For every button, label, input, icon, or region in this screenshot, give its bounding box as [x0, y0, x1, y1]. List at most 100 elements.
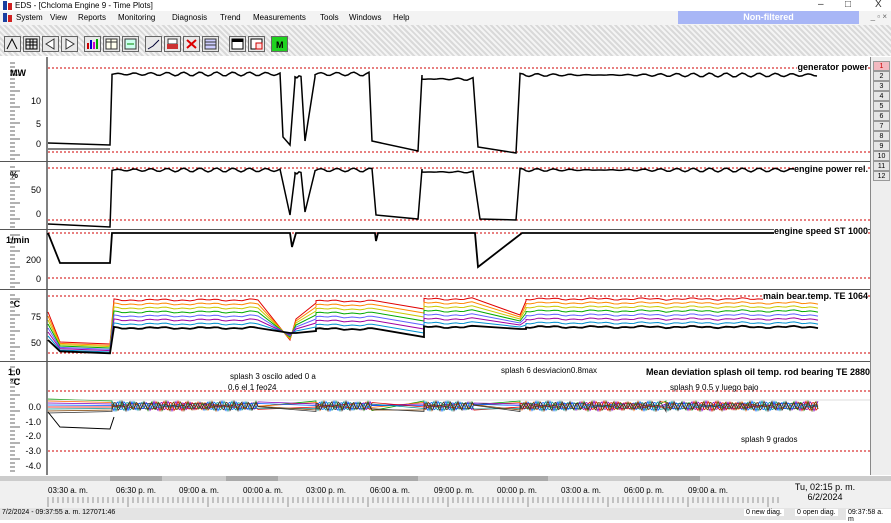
current-date: 6/2/2024 — [807, 492, 843, 502]
grid-tool-button[interactable] — [23, 36, 40, 52]
current-datetime: Tu, 02:15 p. m. 6/2/2024 — [790, 482, 860, 502]
tick-label: 5 — [35, 119, 41, 129]
trace-splash-low — [47, 411, 115, 430]
tick-label: 10 — [30, 96, 41, 106]
time-label: 06:00 p. m. — [624, 486, 665, 495]
channel-index-7[interactable]: 7 — [873, 121, 890, 131]
tick-label: -4.0 — [25, 461, 41, 471]
tick-label: -2.0 — [25, 431, 41, 441]
status-timestamp: 7/2/2024 - 09:37:55 a. m. 127071:46 — [2, 509, 116, 516]
time-label: 00:00 p. m. — [497, 486, 538, 495]
current-time: Tu, 02:15 p. m. — [794, 482, 856, 492]
unit-generator-power: MW — [10, 68, 26, 78]
tick-label: 0.0 — [28, 402, 41, 412]
unit-engine-power: % — [10, 170, 19, 180]
table-tool-button[interactable] — [103, 36, 120, 52]
trend-tool-button[interactable] — [145, 36, 162, 52]
channel-index-5[interactable]: 5 — [873, 101, 890, 111]
delete-tool-button[interactable] — [183, 36, 200, 52]
menu-view[interactable]: View — [50, 13, 68, 22]
tick-label: -3.0 — [25, 446, 41, 456]
trace-engine-speed — [47, 232, 818, 269]
trace-bearing-temp — [47, 297, 819, 345]
tick-label: 50 — [30, 185, 41, 195]
menu-bar: System View Reports Monitoring Diagnosis… — [0, 11, 891, 25]
menu-trend[interactable]: Trend — [220, 13, 241, 22]
trace-splash-deviation — [47, 399, 819, 414]
trace-bearing-temp — [47, 309, 819, 349]
view-tool-button[interactable] — [122, 36, 139, 52]
annotation-splash3: splash 3 oscilo aded 0 a — [230, 372, 316, 381]
split-window-button[interactable] — [248, 36, 265, 52]
channel-index-11[interactable]: 11 — [873, 161, 890, 171]
unit-bearing-temp: °C — [10, 299, 21, 309]
waveform-tool-button[interactable] — [4, 36, 21, 52]
tick-label: 75 — [30, 312, 41, 322]
channel-index-10[interactable]: 10 — [873, 151, 890, 161]
panel-title-engine-speed: engine speed ST 1000 — [773, 226, 868, 236]
channel-index-3[interactable]: 3 — [873, 81, 890, 91]
panel-separator — [0, 361, 870, 362]
trace-engine-power — [47, 167, 818, 228]
trace-bearing-temp — [47, 321, 819, 353]
panel-title-generator-power: generator power — [797, 62, 868, 72]
close-button[interactable]: X — [875, 0, 882, 10]
list-tool-button[interactable] — [202, 36, 219, 52]
channel-index-8[interactable]: 8 — [873, 131, 890, 141]
annotation-splash6: splash 6 desviacion0.8max — [501, 366, 598, 375]
channel-index-4[interactable]: 4 — [873, 91, 890, 101]
tick-label: 0 — [35, 274, 41, 284]
trend-lines — [10, 57, 870, 475]
status-new-diag[interactable]: 0 new diag. — [744, 509, 784, 516]
unit-splash-deviation: °C — [10, 377, 21, 387]
title-bar: EDS - [Chcloma Engine 9 - Time Plots] – … — [0, 0, 891, 11]
channel-index-2[interactable]: 2 — [873, 71, 890, 81]
annotation-splash3-detail: 0.6 el 1 feo24 — [228, 383, 277, 392]
time-label: 03:00 p. m. — [306, 486, 347, 495]
measurement-tool-button[interactable]: M — [271, 36, 288, 52]
play-left-button[interactable] — [42, 36, 59, 52]
panel-separator — [0, 161, 870, 162]
time-label: 09:00 a. m. — [179, 486, 220, 495]
time-label: 06:00 a. m. — [370, 486, 411, 495]
channel-index-1[interactable]: 1 — [873, 61, 890, 71]
print-tool-button[interactable] — [164, 36, 181, 52]
panel-title-bearing-temp: main bear.temp. TE 1064 — [762, 291, 868, 301]
app-menu-icon[interactable] — [3, 13, 12, 22]
time-label: 00:00 a. m. — [243, 486, 284, 495]
window-tool-button[interactable] — [229, 36, 246, 52]
play-right-button[interactable] — [61, 36, 78, 52]
menu-diagnosis[interactable]: Diagnosis — [172, 13, 208, 22]
trace-bearing-temp — [47, 305, 819, 348]
status-open-diag[interactable]: 0 open diag. — [795, 509, 838, 516]
channel-index-12[interactable]: 12 — [873, 171, 890, 181]
menu-system[interactable]: System — [16, 13, 43, 22]
menu-tools[interactable]: Tools — [320, 13, 339, 22]
minimize-button[interactable]: – — [818, 0, 824, 10]
unit-engine-speed: 1/min — [6, 235, 30, 245]
channel-index-9[interactable]: 9 — [873, 141, 890, 151]
menu-measurements[interactable]: Measurements — [253, 13, 306, 22]
tick-label: 0 — [35, 139, 41, 149]
time-axis[interactable]: 03:30 a. m. 06:30 p. m. 09:00 a. m. 00:0… — [0, 476, 891, 508]
menu-windows[interactable]: Windows — [349, 13, 382, 22]
svg-text:M: M — [276, 40, 284, 50]
trace-bearing-temp — [47, 313, 819, 350]
mdi-controls[interactable]: _ ▫ × — [870, 12, 887, 21]
annotation-splash9-b: splash 9 grados — [741, 435, 798, 444]
maximize-button[interactable]: □ — [845, 0, 852, 10]
tick-label: 0 — [35, 209, 41, 219]
status-bar: 7/2/2024 - 09:37:55 a. m. 127071:46 0 ne… — [0, 508, 891, 523]
channel-index-6[interactable]: 6 — [873, 111, 890, 121]
tick-label: 50 — [30, 338, 41, 348]
time-axis-ruler — [0, 476, 891, 507]
panel-title-engine-power: engine power rel. — [793, 164, 868, 174]
time-plot-area[interactable]: MW 10 5 0 generator power % 50 0 engine … — [0, 57, 871, 475]
time-label: 06:30 p. m. — [116, 486, 157, 495]
bar-chart-tool-button[interactable] — [84, 36, 101, 52]
menu-monitoring[interactable]: Monitoring — [118, 13, 156, 22]
menu-reports[interactable]: Reports — [78, 13, 107, 22]
menu-help[interactable]: Help — [393, 13, 410, 22]
time-label: 03:30 a. m. — [48, 486, 89, 495]
trace-splash-deviation — [47, 399, 819, 413]
